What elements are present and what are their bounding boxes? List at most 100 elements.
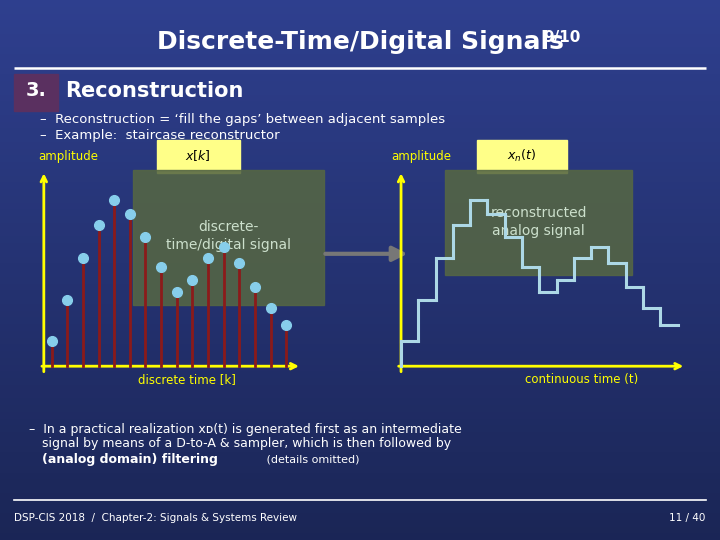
Bar (0, 216, 720, 222)
Bar (0, 452, 720, 459)
Text: continuous time (t): continuous time (t) (525, 373, 639, 386)
Bar (0, 68, 720, 74)
Text: analog signal: analog signal (492, 224, 585, 238)
Text: –  Example:  staircase reconstructor: – Example: staircase reconstructor (40, 129, 279, 141)
Bar (0, 222, 720, 230)
Bar (0, 183, 720, 189)
Bar (0, 81, 720, 87)
Bar (0, 115, 720, 122)
Bar (0, 202, 720, 209)
Text: (details omitted): (details omitted) (263, 454, 359, 464)
Text: signal by means of a D-to-A & sampler, which is then followed by: signal by means of a D-to-A & sampler, w… (42, 437, 451, 450)
Text: Reconstruction: Reconstruction (65, 80, 243, 101)
Text: amplitude: amplitude (38, 150, 99, 163)
Bar (0, 351, 720, 357)
Bar (0, 500, 720, 507)
Bar (0, 432, 720, 438)
Bar (0, 237, 720, 243)
FancyBboxPatch shape (477, 140, 567, 173)
Bar (0, 297, 720, 303)
Bar (0, 94, 720, 102)
Bar (0, 270, 720, 276)
Bar (0, 418, 720, 426)
Bar (0, 156, 720, 162)
Bar (0, 426, 720, 432)
Text: Discrete-Time/Digital Signals: Discrete-Time/Digital Signals (156, 30, 564, 53)
Bar (0, 14, 720, 20)
Bar (0, 108, 720, 115)
Bar (0, 486, 720, 492)
Bar (0, 87, 720, 94)
Bar (0, 526, 720, 534)
Bar (0, 513, 720, 519)
Bar (0, 243, 720, 249)
Bar (0, 27, 720, 33)
Bar (0, 135, 720, 141)
Bar (0, 189, 720, 195)
Bar (0, 148, 720, 156)
Bar (0, 303, 720, 310)
Bar (0, 480, 720, 486)
Bar (0, 276, 720, 284)
Bar (0, 209, 720, 216)
Bar (0, 358, 720, 365)
Text: –  Reconstruction = ‘fill the gaps’ between adjacent samples: – Reconstruction = ‘fill the gaps’ betwe… (40, 113, 445, 126)
Bar (0, 168, 720, 176)
Text: 11 / 40: 11 / 40 (669, 514, 706, 523)
Bar (0, 249, 720, 256)
Bar (0, 493, 720, 500)
Bar (0, 317, 720, 324)
Bar (0, 519, 720, 526)
FancyBboxPatch shape (445, 170, 632, 275)
Bar (0, 364, 720, 372)
Bar (0, 411, 720, 418)
Text: amplitude: amplitude (391, 150, 451, 163)
Text: discrete time [k]: discrete time [k] (138, 373, 236, 386)
Bar (0, 102, 720, 108)
Bar (0, 20, 720, 27)
Bar (0, 465, 720, 472)
Bar (0, 60, 720, 68)
Bar (0, 472, 720, 480)
Bar (0, 372, 720, 378)
Bar (0, 33, 720, 40)
Bar (0, 446, 720, 453)
Bar (0, 230, 720, 237)
Bar (0, 141, 720, 149)
Bar (0, 256, 720, 263)
Text: $x[k]$: $x[k]$ (185, 148, 211, 163)
Bar (0, 0, 720, 6)
Bar (0, 291, 720, 297)
FancyBboxPatch shape (14, 74, 58, 111)
Bar (0, 162, 720, 168)
Text: time/digital signal: time/digital signal (166, 238, 291, 252)
Bar (0, 310, 720, 317)
Text: discrete-: discrete- (198, 220, 258, 234)
Bar (0, 378, 720, 384)
Bar (0, 507, 720, 513)
Bar (0, 176, 720, 183)
Bar (0, 47, 720, 54)
Bar (0, 330, 720, 338)
Bar (0, 284, 720, 291)
Bar (0, 6, 720, 14)
Text: 9/10: 9/10 (544, 30, 581, 45)
Bar (0, 54, 720, 60)
Bar (0, 324, 720, 330)
Bar (0, 345, 720, 351)
Bar (0, 438, 720, 445)
Text: 3.: 3. (26, 81, 46, 100)
FancyBboxPatch shape (157, 140, 240, 173)
Text: $x_n(t)$: $x_n(t)$ (507, 147, 536, 164)
Bar (0, 122, 720, 128)
FancyBboxPatch shape (133, 170, 324, 305)
Bar (0, 459, 720, 465)
Bar (0, 74, 720, 81)
Bar (0, 399, 720, 405)
Text: DSP-CIS 2018  /  Chapter-2: Signals & Systems Review: DSP-CIS 2018 / Chapter-2: Signals & Syst… (14, 514, 297, 523)
Bar (0, 405, 720, 411)
Bar (0, 534, 720, 540)
Bar (0, 195, 720, 202)
Bar (0, 384, 720, 391)
Bar (0, 40, 720, 47)
